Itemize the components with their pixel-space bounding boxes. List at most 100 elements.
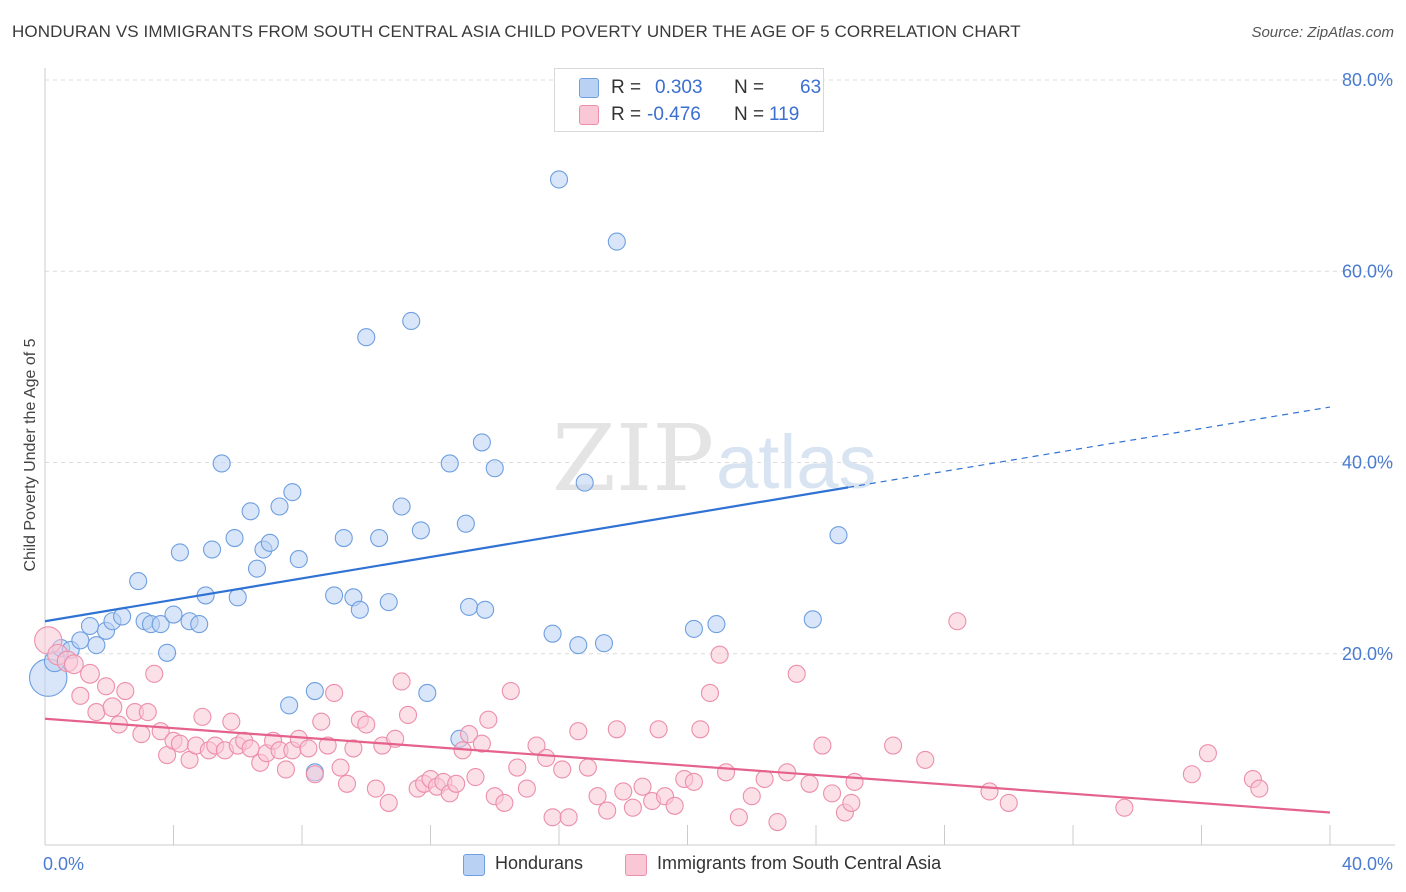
south-central-asia-point <box>398 705 418 725</box>
honduran-point <box>280 696 299 715</box>
honduran-point <box>418 683 437 703</box>
trend-lines <box>44 406 1331 814</box>
honduran-point <box>71 631 90 650</box>
honduran-point <box>158 643 177 662</box>
x-tick-label: 40.0% <box>1342 854 1393 874</box>
south-central-asia-point <box>755 769 774 789</box>
honduran-point <box>247 559 267 578</box>
south-central-asia-point <box>999 793 1018 812</box>
y-tick-label: 80.0% <box>1342 70 1393 90</box>
legend-swatch-hondurans <box>579 78 599 98</box>
y-tick-label: 60.0% <box>1342 261 1393 281</box>
honduran-point <box>569 636 588 655</box>
honduran-point <box>129 572 148 591</box>
honduran-point <box>350 600 369 619</box>
south-central-asia-point <box>578 758 597 777</box>
honduran-point <box>594 634 614 653</box>
source-credit: Source: ZipAtlas.com <box>1251 24 1394 41</box>
honduran-point <box>829 526 848 545</box>
south-central-asia-point <box>614 782 633 801</box>
south-central-asia-point <box>623 798 642 817</box>
honduran-point <box>370 528 389 548</box>
south-central-asia-point <box>80 663 100 684</box>
watermark-zip: ZIP <box>552 405 714 512</box>
south-central-asia-point <box>710 645 729 664</box>
south-central-asia-point <box>559 808 578 827</box>
south-central-asia-point <box>318 736 337 755</box>
south-central-asia-point <box>145 664 164 683</box>
south-central-asia-point <box>569 722 588 741</box>
south-central-asia-point <box>102 697 123 718</box>
south-central-asia-point <box>116 681 135 701</box>
watermark-atlas: atlas <box>716 420 877 505</box>
legend-n-value: 119 <box>769 104 800 125</box>
south-central-asia-point <box>598 801 617 820</box>
south-central-asia-point <box>366 779 385 798</box>
legend-label: Immigrants from South Central Asia <box>657 853 942 873</box>
south-central-asia-point <box>392 672 411 691</box>
honduran-point <box>289 550 308 569</box>
south-central-asia-point <box>138 703 157 722</box>
honduran-point <box>607 232 626 251</box>
honduran-point <box>228 588 247 607</box>
south-central-asia-point <box>495 793 514 812</box>
honduran-point <box>225 528 244 548</box>
honduran-point <box>476 600 495 619</box>
honduran-point <box>151 615 170 634</box>
south-central-asia-point <box>1182 765 1201 784</box>
south-central-asia-point <box>299 739 318 758</box>
honduran-point <box>549 170 569 189</box>
south-central-asia-point <box>170 734 189 753</box>
honduran-point <box>440 454 459 473</box>
south-central-asia-point <box>466 768 485 787</box>
south-central-asia-point <box>1250 779 1269 798</box>
south-central-asia-point <box>842 793 861 812</box>
honduran-point <box>87 636 106 655</box>
south-central-asia-point <box>633 777 652 796</box>
honduran-trend-line-extension <box>848 406 1331 488</box>
south-central-asia-point <box>553 760 572 779</box>
south-central-asia-point <box>665 796 684 815</box>
south-central-asia-point <box>588 787 607 806</box>
legend-swatch <box>625 854 647 876</box>
south-central-asia-point <box>459 725 479 744</box>
honduran-point <box>241 502 260 521</box>
south-central-asia-point <box>884 736 903 755</box>
south-central-asia-point <box>948 612 967 631</box>
south-central-asia-point <box>508 758 527 777</box>
south-central-asia-point <box>222 712 241 731</box>
honduran-trend-line <box>44 486 849 623</box>
honduran-point <box>283 483 302 502</box>
legend-r-value: -0.476 <box>647 104 701 125</box>
honduran-point <box>684 619 703 638</box>
south-central-asia-point <box>71 686 90 705</box>
honduran-point <box>456 514 475 533</box>
south-central-asia-point <box>64 654 84 675</box>
south-central-asia-point <box>700 683 720 703</box>
honduran-point <box>164 605 183 624</box>
south-central-asia-point <box>241 739 260 758</box>
south-central-asia-point <box>193 707 212 726</box>
honduran-point <box>803 610 822 629</box>
south-central-asia-point <box>337 774 357 793</box>
south-central-asia-point <box>742 787 761 806</box>
honduran-point <box>170 543 189 562</box>
honduran-point <box>357 328 376 347</box>
legend-swatch-south-central-asia <box>579 105 599 125</box>
series-legend: Hondurans Immigrants from South Central … <box>0 852 1406 878</box>
south-central-asia-point <box>517 779 536 798</box>
south-central-asia-point <box>357 715 376 734</box>
south-central-asia-point <box>312 712 331 731</box>
south-central-asia-point <box>800 774 819 793</box>
data-points <box>28 170 1269 832</box>
south-central-asia-point <box>980 782 999 801</box>
y-tick-label: 40.0% <box>1342 453 1393 473</box>
legend-n-label: N = <box>734 104 765 125</box>
y-axis-label: Child Poverty Under the Age of 5 <box>22 338 39 571</box>
south-central-asia-point <box>276 760 295 779</box>
south-central-asia-point <box>379 793 398 812</box>
south-central-asia-point <box>1115 798 1134 817</box>
gridlines <box>45 79 1395 655</box>
south-central-asia-point <box>132 725 151 744</box>
